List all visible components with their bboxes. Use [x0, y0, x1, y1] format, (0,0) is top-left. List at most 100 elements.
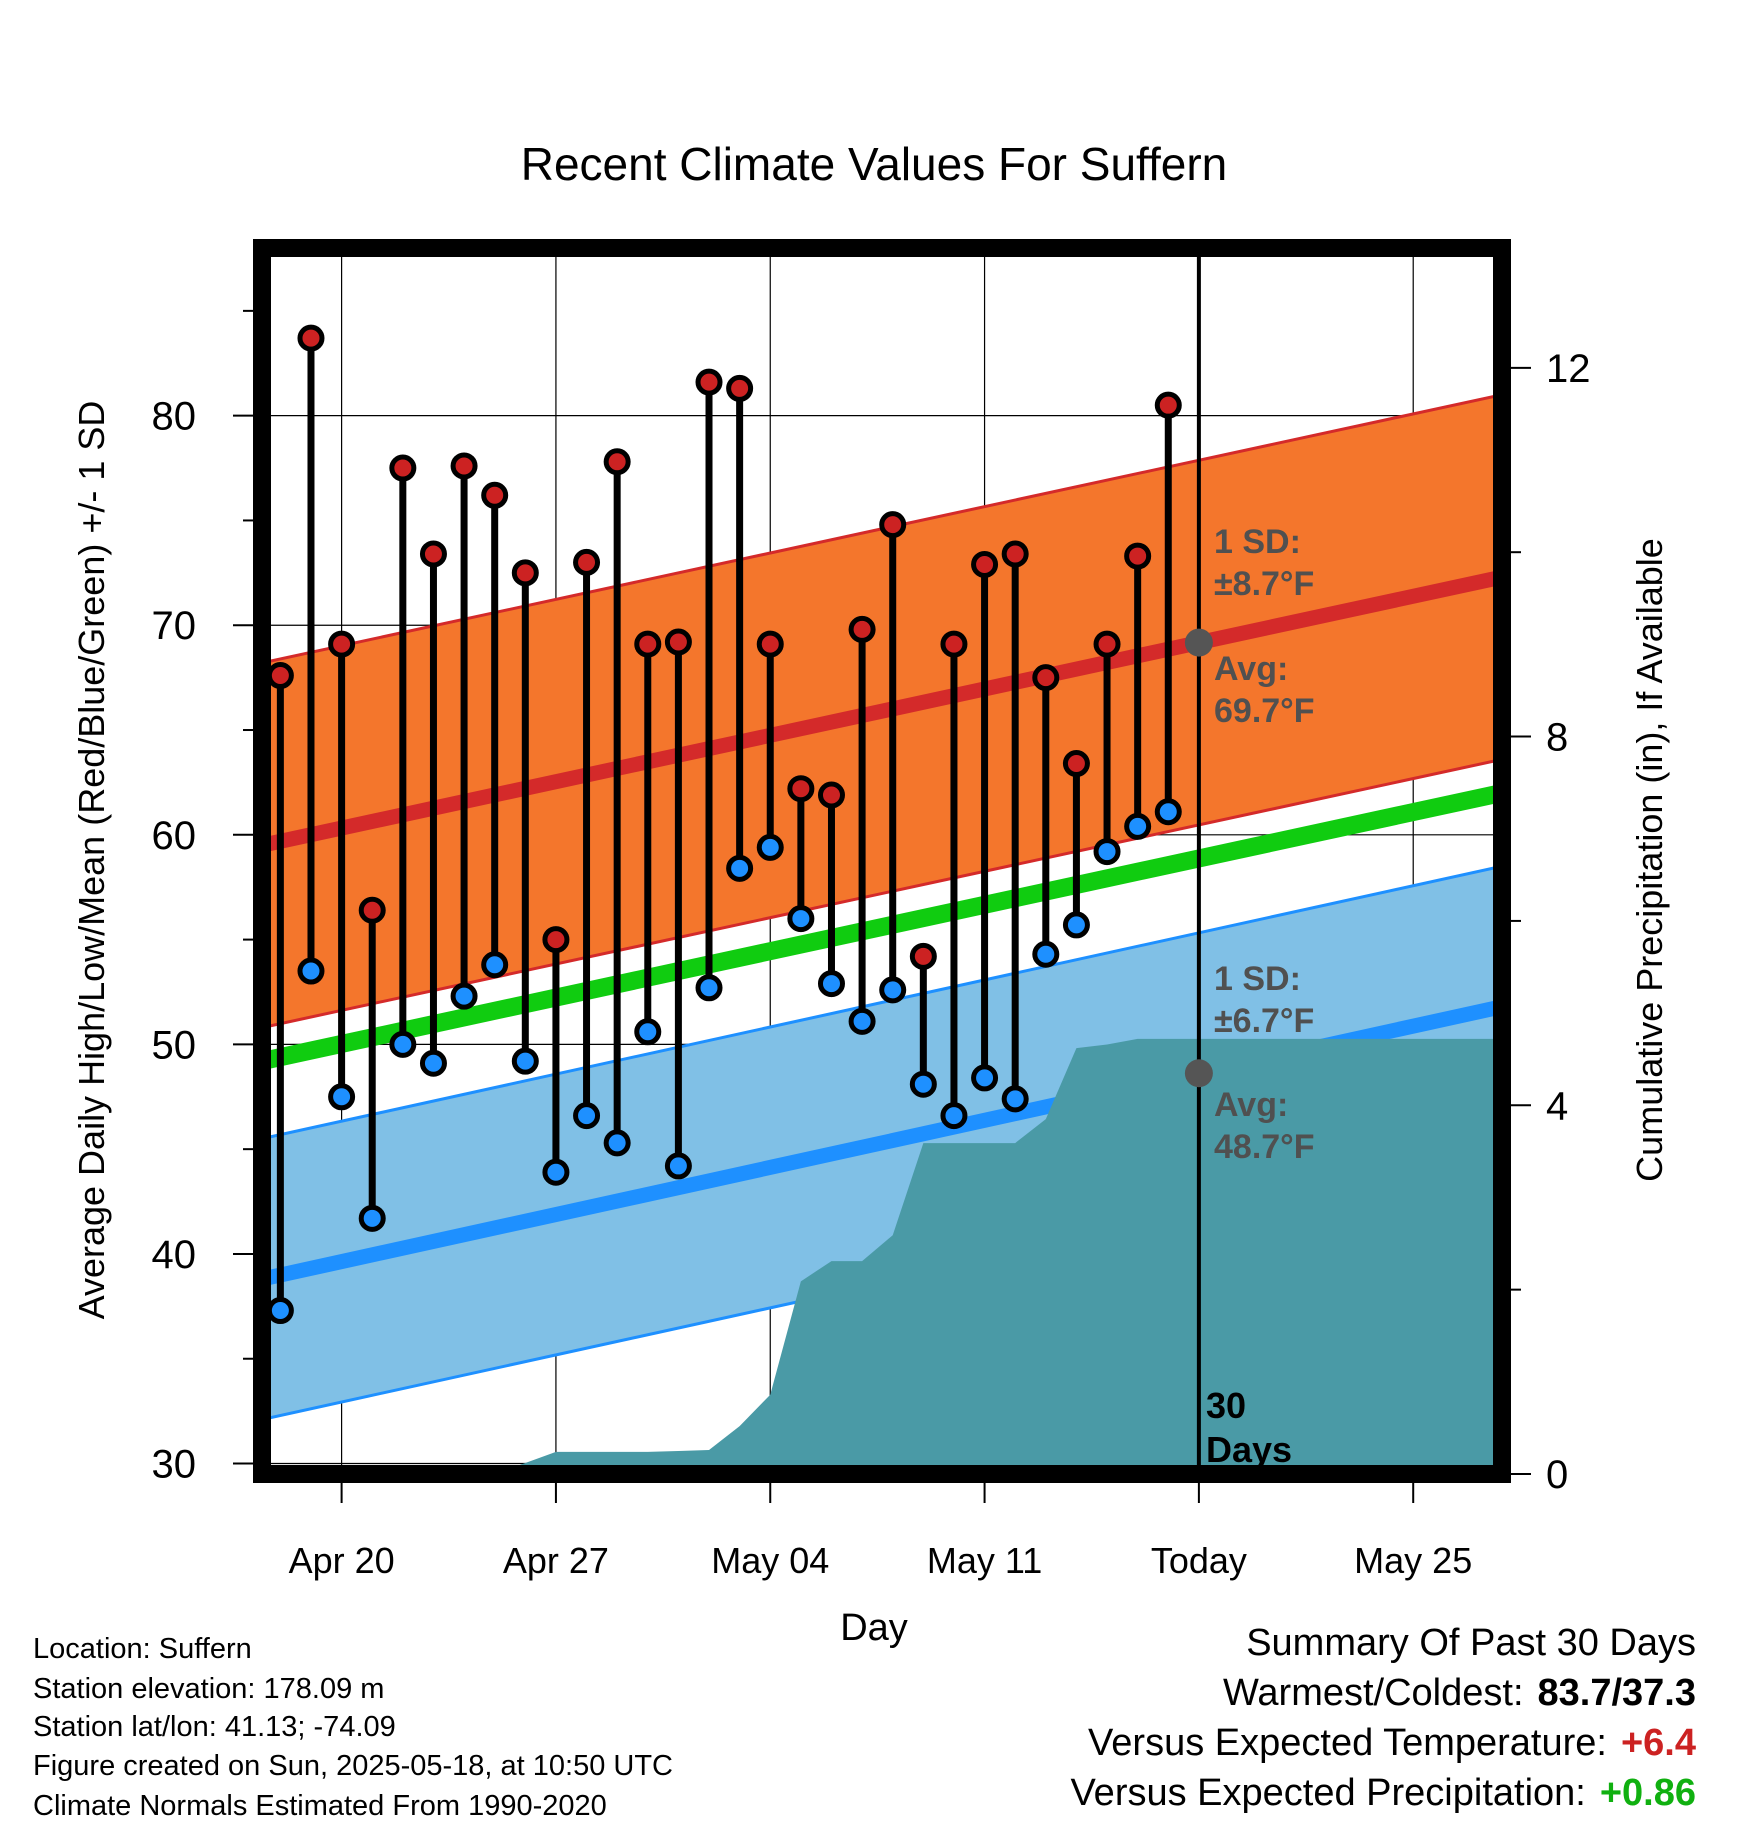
daily-low-point: [1062, 911, 1090, 939]
daily-low-point: [664, 1152, 692, 1180]
normals-info: Climate Normals Estimated From 1990-2020: [33, 1790, 607, 1822]
high-sd-value: ±8.7°F: [1214, 565, 1314, 603]
precip-label: Versus Expected Precipitation:: [1070, 1772, 1586, 1814]
precip-area: [262, 1038, 1502, 1474]
mean-normal-line: [262, 784, 1502, 1070]
daily-low-point: [817, 970, 845, 998]
precipitation-area: [262, 1038, 1502, 1474]
y-tick-label: 80: [152, 395, 197, 439]
high-sd-label: 1 SD:: [1214, 523, 1301, 561]
window-days-count: 30: [1206, 1385, 1246, 1426]
daily-points: [266, 324, 1182, 1325]
daily-high-point: [328, 630, 356, 658]
daily-low-point: [1032, 940, 1060, 968]
x-tick-label: May 25: [1354, 1540, 1472, 1581]
high-normal-line: [262, 569, 1502, 853]
elevation-info: Station elevation: 178.09 m: [33, 1673, 385, 1705]
daily-high-point: [726, 374, 754, 402]
x-tick-label: May 11: [927, 1540, 1042, 1581]
y-tick-label: 50: [152, 1023, 197, 1067]
location-info: Location: Suffern: [33, 1633, 252, 1665]
low-sd-label: 1 SD:: [1214, 960, 1301, 998]
low-sd-value: ±6.7°F: [1214, 1002, 1314, 1040]
daily-low-point: [787, 905, 815, 933]
daily-high-point: [787, 775, 815, 803]
daily-high-point: [419, 540, 447, 568]
daily-high-point: [450, 452, 478, 480]
daily-low-point: [1124, 812, 1152, 840]
daily-low-point: [756, 833, 784, 861]
daily-low-point: [1093, 838, 1121, 866]
daily-low-point: [358, 1204, 386, 1232]
daily-low-point: [909, 1070, 937, 1098]
daily-low-point: [450, 982, 478, 1010]
summary-title: Summary Of Past 30 Days: [1246, 1622, 1696, 1664]
daily-high-point: [358, 896, 386, 924]
daily-high-point: [542, 926, 570, 954]
y-tick-label: 60: [152, 814, 197, 858]
chart-title: Recent Climate Values For Suffern: [521, 138, 1228, 190]
y-tick-label: 70: [152, 604, 197, 648]
high-band-lower-edge: [262, 757, 1502, 1030]
temp-label: Versus Expected Temperature:: [1088, 1722, 1607, 1764]
today-normal-low-dot: [1184, 1059, 1213, 1088]
daily-low-point: [634, 1018, 662, 1046]
created-info: Figure created on Sun, 2025-05-18, at 10…: [33, 1750, 673, 1782]
daily-high-point: [909, 942, 937, 970]
daily-high-point: [664, 628, 692, 656]
daily-low-point: [328, 1083, 356, 1111]
daily-high-point: [481, 481, 509, 509]
daily-low-point: [726, 854, 754, 882]
x-tick-label: May 04: [711, 1540, 829, 1581]
daily-high-point: [1001, 540, 1029, 568]
daily-low-point: [542, 1158, 570, 1186]
daily-high-point: [971, 550, 999, 578]
summary-warm-cold: Warmest/Coldest: 83.7/37.3: [1223, 1672, 1696, 1715]
axes: 30 40 50 60 70 80 0 4 8 12 Apr 20 Apr 27 May 04 May 1…: [152, 309, 1591, 1581]
daily-low-point: [848, 1007, 876, 1035]
daily-high-point: [266, 662, 294, 690]
daily-high-point: [1093, 630, 1121, 658]
high-avg-label: Avg:: [1214, 650, 1288, 688]
daily-low-point: [879, 976, 907, 1004]
x-axis-title: Day: [840, 1607, 908, 1649]
plot-frame: [253, 239, 1511, 1483]
y2-tick-label: 4: [1546, 1084, 1568, 1128]
low-avg-label: Avg:: [1214, 1086, 1288, 1124]
high-avg-value: 69.7°F: [1214, 692, 1315, 730]
y-tick-label: 40: [152, 1233, 197, 1277]
y-axis-title: Average Daily High/Low/Mean (Red/Blue/Gr…: [71, 401, 112, 1320]
daily-high-point: [940, 630, 968, 658]
window-days-label: Days: [1206, 1429, 1292, 1470]
daily-high-point: [634, 630, 662, 658]
low-avg-value: 48.7°F: [1214, 1128, 1315, 1166]
y2-axis-title: Cumulative Precipitation (in), If Availa…: [1629, 538, 1670, 1182]
daily-high-point: [1032, 664, 1060, 692]
daily-high-point: [1154, 391, 1182, 419]
today-normal-high-dot: [1184, 628, 1213, 657]
daily-high-point: [603, 448, 631, 476]
daily-low-point: [419, 1049, 447, 1077]
summary-precipitation: Versus Expected Precipitation: +0.86: [1070, 1772, 1696, 1815]
summary-temperature: Versus Expected Temperature: +6.4: [1088, 1722, 1696, 1765]
low-band-upper-edge: [262, 864, 1502, 1141]
daily-low-point: [511, 1047, 539, 1075]
y2-tick-label: 0: [1546, 1453, 1568, 1497]
x-tick-label: Apr 27: [503, 1540, 609, 1581]
daily-high-point: [389, 454, 417, 482]
daily-low-point: [297, 957, 325, 985]
daily-high-point: [1124, 542, 1152, 570]
daily-high-point: [879, 511, 907, 539]
warm-cold-value: 83.7/37.3: [1537, 1672, 1696, 1714]
x-tick-label: Apr 20: [289, 1540, 395, 1581]
daily-high-point: [848, 615, 876, 643]
y2-tick-label: 12: [1546, 347, 1591, 391]
today-marker: [1184, 248, 1213, 1474]
precip-value: +0.86: [1599, 1772, 1696, 1814]
temp-value: +6.4: [1620, 1722, 1696, 1764]
daily-low-point: [266, 1297, 294, 1325]
daily-high-point: [1062, 750, 1090, 778]
warm-cold-label: Warmest/Coldest:: [1222, 1672, 1524, 1714]
daily-high-point: [297, 324, 325, 352]
